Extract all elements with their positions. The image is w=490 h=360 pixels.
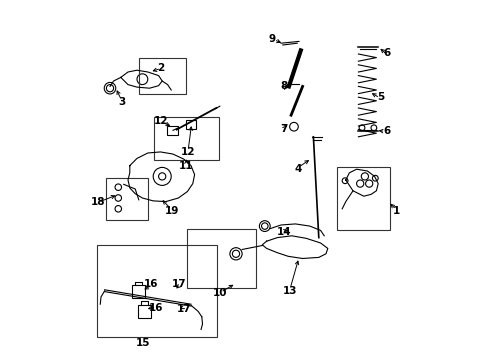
- Text: 16: 16: [149, 303, 163, 313]
- Bar: [154, 117, 219, 160]
- Text: 6: 6: [384, 126, 391, 136]
- Bar: [187, 229, 256, 288]
- Text: 2: 2: [157, 63, 164, 73]
- Bar: [139, 58, 186, 94]
- Text: 17: 17: [172, 279, 187, 289]
- Text: 17: 17: [176, 303, 191, 314]
- Text: 16: 16: [144, 279, 159, 289]
- Bar: [97, 245, 217, 337]
- Bar: [337, 167, 390, 230]
- Text: 6: 6: [384, 48, 391, 58]
- Text: 10: 10: [213, 288, 228, 298]
- Text: 14: 14: [276, 227, 291, 237]
- Text: 1: 1: [392, 206, 400, 216]
- Text: 18: 18: [91, 197, 105, 207]
- Bar: [167, 126, 178, 135]
- Text: 12: 12: [181, 147, 196, 157]
- Text: 9: 9: [269, 33, 275, 44]
- Text: 15: 15: [136, 338, 151, 348]
- Text: 11: 11: [179, 161, 194, 171]
- Bar: [186, 120, 196, 129]
- Bar: [132, 285, 145, 298]
- Text: 12: 12: [154, 116, 169, 126]
- Bar: [106, 178, 148, 220]
- Text: 3: 3: [118, 96, 125, 107]
- Text: 13: 13: [283, 285, 297, 296]
- Text: 4: 4: [294, 164, 302, 174]
- Text: 7: 7: [280, 123, 288, 134]
- Text: 5: 5: [377, 92, 384, 102]
- Text: 19: 19: [164, 206, 179, 216]
- Bar: [138, 305, 151, 318]
- Text: 8: 8: [280, 81, 288, 91]
